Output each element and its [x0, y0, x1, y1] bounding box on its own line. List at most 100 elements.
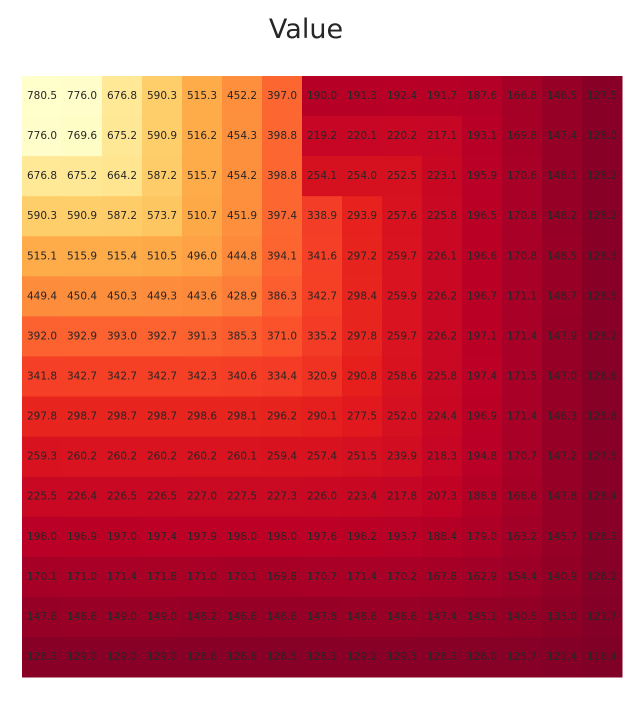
- heatmap-cell: [302, 596, 343, 638]
- heatmap-cell: [262, 236, 303, 277]
- heatmap-cell: [222, 316, 263, 357]
- heatmap-cell: [222, 236, 263, 277]
- cell-value-label: 133.0: [547, 611, 577, 623]
- cell-value-label: 197.6: [307, 531, 337, 543]
- cell-value-label: 217.1: [427, 130, 457, 142]
- cell-value-label: 254.1: [307, 170, 337, 182]
- heatmap-cell: [542, 596, 583, 638]
- heatmap-cell: [62, 196, 103, 237]
- heatmap-cell: [462, 396, 503, 438]
- heatmap-cell: [182, 316, 223, 357]
- heatmap-cell: [182, 356, 223, 398]
- cell-value-label: 342.3: [187, 371, 217, 383]
- cell-value-label: 188.4: [427, 531, 457, 543]
- cell-value-label: 392.7: [147, 330, 177, 342]
- cell-value-label: 171.5: [507, 371, 537, 383]
- cell-value-label: 371.0: [267, 330, 297, 342]
- cell-value-label: 590.9: [147, 130, 177, 142]
- cell-value-label: 146.6: [227, 611, 257, 623]
- heatmap-cell: [262, 636, 303, 678]
- cell-value-label: 226.2: [427, 290, 457, 302]
- heatmap-cell: [462, 276, 503, 317]
- cell-value-label: 125.7: [507, 651, 537, 663]
- heatmap-cell: [582, 76, 623, 117]
- cell-value-label: 298.1: [227, 411, 257, 423]
- cell-value-label: 128.2: [587, 330, 617, 342]
- heatmap-cell: [22, 316, 63, 357]
- cell-value-label: 197.4: [467, 371, 497, 383]
- cell-value-label: 128.1: [307, 651, 337, 663]
- cell-value-label: 196.9: [67, 531, 97, 543]
- cell-value-label: 675.2: [67, 170, 97, 182]
- heatmap-cell: [102, 316, 143, 357]
- heatmap-cell: [542, 236, 583, 277]
- cell-value-label: 171.1: [507, 290, 537, 302]
- cell-value-label: 224.4: [427, 411, 457, 423]
- heatmap-cell: [102, 356, 143, 398]
- heatmap-cell: [302, 516, 343, 558]
- cell-value-label: 225.8: [427, 210, 457, 222]
- heatmap-cell: [302, 116, 343, 157]
- cell-value-label: 226.2: [427, 330, 457, 342]
- heatmap-cell: [422, 276, 463, 317]
- heatmap-cell: [462, 636, 503, 678]
- cell-value-label: 391.3: [187, 330, 217, 342]
- cell-value-label: 197.0: [107, 531, 137, 543]
- heatmap-cell: [262, 196, 303, 237]
- cell-value-label: 116.4: [587, 651, 617, 663]
- heatmap-cell: [502, 476, 543, 518]
- heatmap-cell: [382, 76, 423, 117]
- heatmap-cell: [462, 76, 503, 117]
- cell-value-label: 449.4: [27, 290, 57, 302]
- cell-value-label: 191.7: [427, 90, 457, 102]
- cell-value-label: 298.6: [187, 411, 217, 423]
- cell-value-label: 149.0: [107, 611, 137, 623]
- cell-value-label: 129.2: [347, 651, 377, 663]
- heatmap-cell: [462, 556, 503, 598]
- heatmap-cell: [62, 316, 103, 357]
- heatmap-cell: [582, 516, 623, 558]
- cell-value-label: 126.8: [227, 651, 257, 663]
- cell-value-label: 342.7: [107, 371, 137, 383]
- cell-value-label: 397.0: [267, 90, 297, 102]
- cell-value-label: 148.5: [547, 250, 577, 262]
- cell-value-label: 225.8: [427, 371, 457, 383]
- heatmap-cell: [62, 476, 103, 518]
- heatmap-cell: [62, 556, 103, 598]
- heatmap-cell: [582, 556, 623, 598]
- heatmap-cell: [462, 596, 503, 638]
- heatmap-cell: [542, 196, 583, 237]
- cell-value-label: 128.2: [587, 170, 617, 182]
- cell-value-label: 258.6: [387, 371, 417, 383]
- heatmap-cell: [22, 276, 63, 317]
- cell-value-label: 769.6: [67, 130, 97, 142]
- heatmap-cell: [22, 556, 63, 598]
- heatmap-cell: [502, 516, 543, 558]
- heatmap-cell: [502, 156, 543, 197]
- heatmap-cell: [302, 76, 343, 117]
- cell-value-label: 127.5: [587, 90, 617, 102]
- cell-value-label: 171.4: [507, 411, 537, 423]
- cell-value-label: 590.9: [67, 210, 97, 222]
- heatmap-cell: [542, 276, 583, 317]
- cell-value-label: 227.5: [227, 491, 257, 503]
- cell-value-label: 428.9: [227, 290, 257, 302]
- cell-value-label: 140.9: [547, 571, 577, 583]
- heatmap-cell: [102, 396, 143, 438]
- heatmap-cell: [582, 436, 623, 478]
- heatmap-cell: [62, 596, 103, 638]
- cell-value-label: 140.5: [507, 611, 537, 623]
- cell-value-label: 196.7: [467, 290, 497, 302]
- cell-value-label: 149.0: [147, 611, 177, 623]
- heatmap-cell: [542, 316, 583, 357]
- heatmap-cell: [222, 596, 263, 638]
- cell-value-label: 398.8: [267, 170, 297, 182]
- cell-value-label: 195.9: [467, 170, 497, 182]
- heatmap-cell: [182, 596, 223, 638]
- heatmap-cell: [342, 276, 383, 317]
- heatmap-cell: [382, 236, 423, 277]
- cell-value-label: 342.7: [67, 371, 97, 383]
- heatmap-cell: [22, 76, 63, 117]
- cell-value-label: 194.8: [467, 451, 497, 463]
- cell-value-label: 147.2: [547, 451, 577, 463]
